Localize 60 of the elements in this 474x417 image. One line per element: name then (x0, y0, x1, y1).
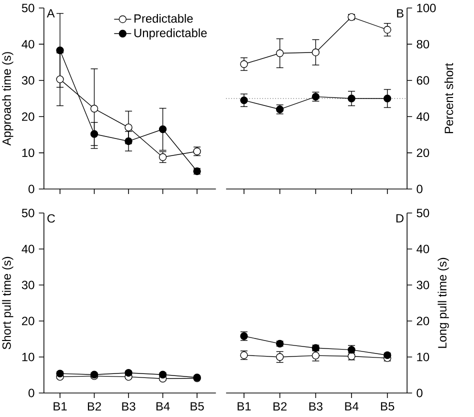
x-tick-label: B4 (156, 402, 170, 410)
y-tick-label: 30 (22, 76, 34, 85)
y-tick-label: 10 (417, 352, 430, 362)
y-tick-label: 20 (416, 148, 430, 158)
x-tick-label: B1 (54, 402, 67, 410)
legend-label: Predictable (134, 14, 193, 23)
x-tick-label: B3 (122, 402, 136, 411)
annotation: A (46, 9, 55, 18)
point (124, 124, 132, 132)
y-tick-label: 10 (22, 352, 34, 362)
point (124, 137, 132, 146)
point (276, 49, 284, 58)
y-tick-label: 0 (28, 388, 34, 398)
point (240, 60, 248, 68)
x-tick-label: B3 (309, 402, 322, 411)
x-tick-label: B2 (88, 402, 101, 411)
point (312, 48, 320, 56)
legend-label: Unpredictable (134, 28, 207, 40)
x-tick-label: B1 (238, 402, 251, 410)
y-tick-label: 30 (22, 280, 34, 290)
point (158, 125, 167, 134)
point (56, 75, 64, 84)
y-tick-label: 20 (22, 316, 34, 326)
annotation: D (396, 214, 404, 222)
point (384, 94, 392, 102)
x-tick-label: B4 (345, 402, 358, 410)
point (90, 130, 98, 138)
y-tick-label: 40 (22, 244, 34, 254)
y-tick-label: 0 (28, 184, 34, 194)
y-axis-title: Short pull time (s) (2, 256, 14, 350)
y-tick-label: 20 (416, 316, 430, 326)
point (384, 26, 392, 34)
annotation: C (47, 214, 55, 223)
y-axis-title: Long pull time (s) (438, 258, 449, 348)
y-axis-title: Approach time (s) (2, 52, 14, 146)
y-tick-label: 30 (416, 280, 430, 290)
x-tick-label: B5 (190, 402, 204, 411)
point (348, 94, 356, 102)
y-tick-label: 50 (22, 208, 34, 218)
x-tick-label: B5 (381, 402, 394, 411)
y-axis-title: Percent short (444, 63, 454, 134)
y-tick-label: 10 (22, 148, 34, 158)
y-tick-label: 0 (416, 388, 422, 398)
y-tick-label: 0 (416, 184, 422, 194)
y-tick-label: 60 (416, 76, 430, 85)
point (90, 104, 98, 112)
y-tick-label: 80 (416, 40, 430, 48)
point (276, 353, 284, 361)
y-tick-label: 50 (416, 208, 430, 218)
y-tick-label: 50 (22, 4, 34, 12)
annotation: B (397, 9, 404, 18)
point (312, 352, 320, 360)
y-tick-label: 40 (416, 244, 430, 254)
y-tick-label: 20 (22, 112, 34, 121)
point (56, 46, 64, 54)
y-tick-label: 100 (417, 4, 436, 12)
y-tick-label: 40 (416, 112, 430, 121)
x-tick-label: B2 (274, 402, 287, 411)
point (240, 96, 248, 104)
y-tick-label: 40 (22, 40, 34, 48)
